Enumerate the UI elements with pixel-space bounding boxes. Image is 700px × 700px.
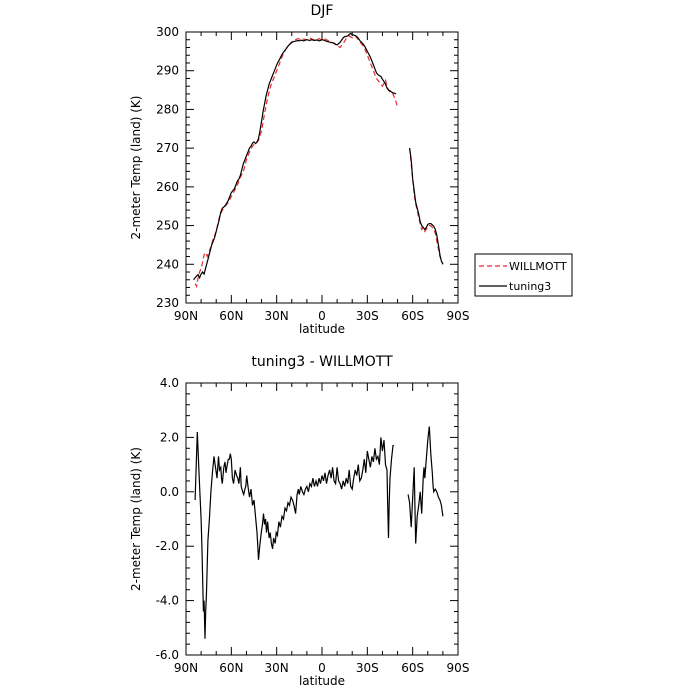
series-line-tuning3-segment-1 xyxy=(409,148,444,265)
y-tick-label: 230 xyxy=(156,296,179,310)
series-line-difference-segment-0 xyxy=(194,431,394,639)
series-line-willmott-segment-1 xyxy=(409,148,444,265)
y-tick-label: 300 xyxy=(156,25,179,39)
y-tick-label: 280 xyxy=(156,102,179,116)
y-tick-label: -4.0 xyxy=(156,594,179,608)
x-tick-label: 30N xyxy=(265,661,289,675)
legend-label-tuning3: tuning3 xyxy=(509,280,551,293)
plot-frame xyxy=(185,31,459,304)
chart-title: tuning3 - WILLMOTT xyxy=(251,354,393,370)
chart-title: DJF xyxy=(311,3,334,19)
bottom-panel: 90N 60N 30N 0 30S 60S 90S -6.0 -4.0 -2.0 0.0 2.0 4.0… xyxy=(129,354,469,688)
series-line-willmott-segment-0 xyxy=(194,35,399,289)
x-tick-label: 30S xyxy=(356,661,379,675)
series-line-difference-segment-1 xyxy=(407,426,444,544)
y-tick-label: 0.0 xyxy=(160,485,179,499)
y-tick-label: 240 xyxy=(156,257,179,271)
x-tick-label: 60N xyxy=(219,661,243,675)
y-tick-label: -2.0 xyxy=(156,539,179,553)
x-tick-label: 90S xyxy=(447,661,470,675)
y-axis-label: 2-meter Temp (land) (K) xyxy=(129,96,143,240)
y-tick-label: 290 xyxy=(156,64,179,78)
top-panel: 90N 60N 30N 0 30S 60S 90S 230 240 250 260 270 280 290… xyxy=(129,3,469,336)
x-tick-label: 30S xyxy=(356,309,379,323)
legend-box xyxy=(474,253,573,297)
y-axis-label: 2-meter Temp (land) (K) xyxy=(129,447,143,591)
x-tick-label: 0 xyxy=(318,309,326,323)
series-line-tuning3-segment-0 xyxy=(193,32,397,281)
x-tick-label: 60S xyxy=(401,309,424,323)
legend: WILLMOTT tuning3 xyxy=(474,253,573,297)
y-tick-label: 270 xyxy=(156,141,179,155)
legend-label-willmott: WILLMOTT xyxy=(509,260,567,273)
y-tick-label: 4.0 xyxy=(160,376,179,390)
y-tick-label: 250 xyxy=(156,219,179,233)
x-axis-label: latitude xyxy=(299,322,345,336)
y-tick-label: -6.0 xyxy=(156,648,179,662)
x-tick-label: 90N xyxy=(174,309,198,323)
x-tick-label: 60N xyxy=(219,309,243,323)
y-tick-label: 260 xyxy=(156,180,179,194)
x-tick-label: 60S xyxy=(401,661,424,675)
y-tick-label: 2.0 xyxy=(160,430,179,444)
x-tick-label: 0 xyxy=(318,661,326,675)
x-tick-label: 30N xyxy=(265,309,289,323)
x-axis-label: latitude xyxy=(299,674,345,688)
x-tick-label: 90N xyxy=(174,661,198,675)
x-tick-label: 90S xyxy=(447,309,470,323)
